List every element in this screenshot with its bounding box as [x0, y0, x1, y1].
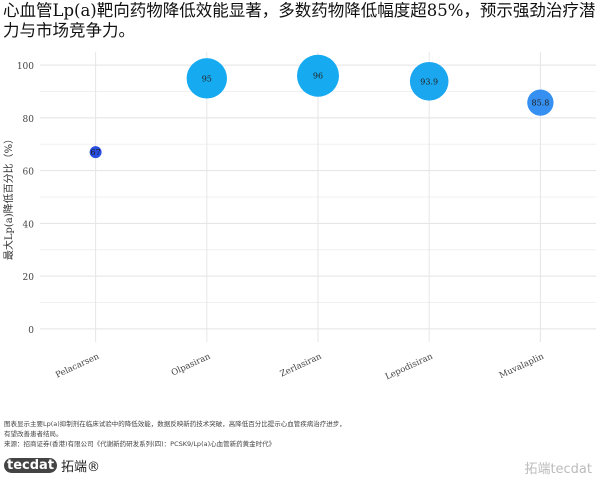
- data-label: 93.9: [420, 77, 438, 86]
- data-label: 67: [91, 148, 101, 157]
- data-label: 96: [313, 72, 323, 81]
- logo-cn: 拓端®: [61, 460, 101, 475]
- source-note: 来源：招商证券(香港)有限公司《代谢新药研发系列(四)：PCSK9/Lp(a)心…: [4, 440, 276, 448]
- chart-title: 心血管Lp(a)靶向药物降低效能显著，多数药物降低幅度超85%，预示强劲治疗潜力…: [3, 1, 596, 40]
- y-tick-label: 0: [28, 326, 34, 336]
- bubble-pelacarsen: [89, 146, 102, 159]
- x-tick-label: Muvalaplin: [498, 351, 546, 381]
- y-tick-label: 80: [23, 115, 35, 125]
- y-tick-label: 20: [23, 273, 35, 283]
- bubble-olpasiran: [186, 58, 227, 99]
- x-tick-label: Lepodisiran: [384, 351, 435, 382]
- x-tick-label: Olpasiran: [170, 351, 213, 378]
- footnote-line1: 图表显示主要Lp(a)抑制剂在临床试验中的降低效能，数据反映新药技术突破，高降低…: [4, 420, 346, 428]
- y-tick-label: 100: [17, 62, 34, 72]
- y-tick-label: 40: [23, 220, 35, 230]
- bubble-chart: 0 20 40 60 80 100 Pelacarsen Olpasiran Zerlasira…: [2, 52, 596, 382]
- x-tick-label: Pelacarsen: [54, 351, 101, 380]
- y-tick-label: 60: [23, 168, 35, 178]
- watermark: 拓端tecdat: [524, 462, 592, 477]
- y-axis-label: 最大Lp(a)降低百分比（%）: [2, 134, 15, 260]
- bubble-zerlasiran: [297, 54, 339, 97]
- footnote-line2: 有望改善患者结局。: [4, 430, 63, 438]
- bubble-muvalaplin: [527, 89, 554, 116]
- logo-brand: tecdat: [4, 458, 58, 473]
- x-tick-label: Zerlasiran: [279, 351, 324, 379]
- data-label: 85.8: [531, 99, 549, 108]
- bubble-lepodisiran: [409, 61, 449, 101]
- data-label: 95: [202, 74, 212, 83]
- tecdat-logo: tecdat 拓端®: [4, 456, 100, 475]
